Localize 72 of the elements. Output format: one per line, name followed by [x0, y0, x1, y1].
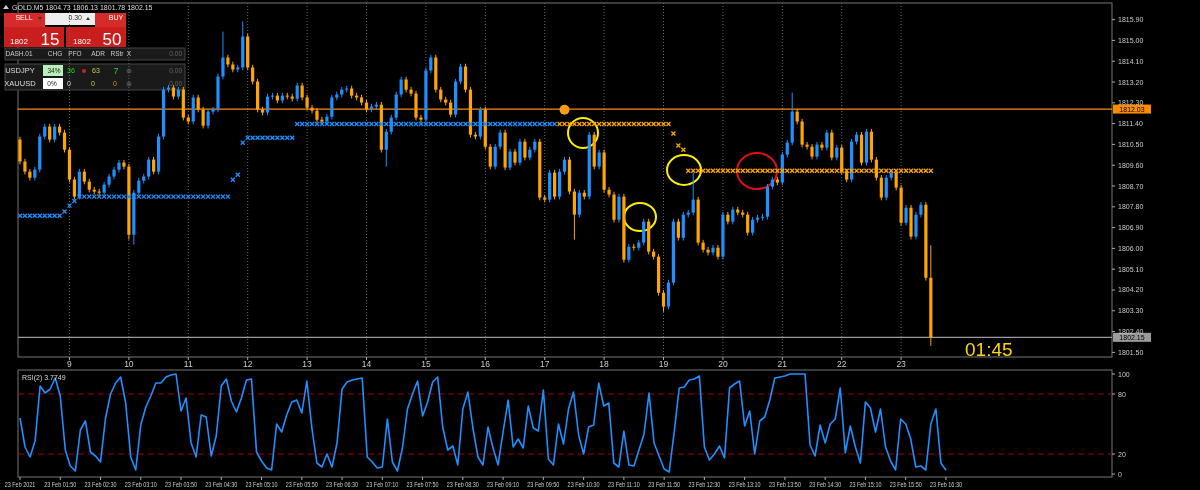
annotation: 1802 — [10, 37, 29, 46]
annotation: 01:45 — [965, 339, 1013, 360]
annotation: 7 — [113, 66, 119, 76]
candlestick — [914, 211, 918, 240]
annotation: 1802 — [73, 37, 92, 46]
x-tick-label: 13 — [302, 359, 313, 369]
candlestick — [642, 218, 646, 246]
candlestick — [265, 93, 270, 116]
candlestick — [800, 118, 804, 148]
candlestick — [681, 211, 685, 242]
x-tick-label: 15 — [421, 359, 431, 369]
x-tick-label: 19 — [658, 359, 669, 369]
candlestick — [577, 189, 581, 218]
x-tick-label: 23 — [896, 359, 907, 369]
candlestick — [597, 149, 601, 170]
x-tick-label: 22 — [836, 359, 847, 369]
x-tick-label: 20 — [718, 359, 728, 369]
candlestick — [751, 216, 755, 236]
candlestick — [711, 244, 715, 256]
x-tick-label: 10 — [124, 359, 134, 369]
candlestick — [211, 106, 215, 115]
candlestick — [607, 186, 611, 198]
candlestick — [706, 246, 710, 256]
candlestick — [676, 218, 680, 242]
candlestick — [523, 138, 527, 161]
annotation: 15 — [40, 30, 60, 49]
candlestick — [409, 86, 413, 97]
candlestick — [295, 82, 299, 102]
candlestick — [122, 159, 126, 170]
candlestick — [310, 104, 314, 114]
candlestick — [661, 289, 666, 313]
candlestick — [627, 243, 631, 263]
x-tick-label: 12 — [242, 359, 253, 369]
candlestick — [330, 94, 334, 120]
candlestick — [399, 76, 403, 98]
candlestick — [879, 174, 883, 201]
x-tick-label: 11 — [183, 359, 193, 369]
candlestick — [488, 143, 492, 170]
x-tick-label: 21 — [777, 359, 788, 369]
candlestick — [904, 204, 908, 227]
candlestick — [508, 148, 512, 171]
candlestick — [384, 128, 388, 168]
candlestick — [498, 129, 502, 150]
annotation: 50 — [102, 30, 122, 49]
candlestick — [617, 193, 621, 224]
x-tick-label: 16 — [480, 359, 491, 369]
x-tick-label: 17 — [539, 359, 550, 369]
candlestick — [493, 143, 497, 170]
candlestick — [394, 91, 398, 121]
candlestick — [701, 239, 705, 254]
candlestick — [805, 141, 809, 150]
candlestick — [463, 63, 468, 93]
candlestick — [221, 31, 225, 80]
candlestick — [518, 138, 522, 166]
candlestick — [251, 64, 255, 85]
x-tick-label: 9 — [67, 359, 73, 369]
candlestick — [62, 129, 67, 153]
candlestick — [147, 156, 151, 180]
candlestick — [572, 188, 577, 241]
candlestick — [48, 123, 52, 143]
candlestick — [53, 123, 57, 143]
candlestick — [825, 129, 829, 151]
candlestick — [206, 108, 210, 129]
line-series — [19, 373, 947, 473]
candlestick — [884, 174, 888, 201]
candlestick — [201, 106, 205, 129]
candlestick — [820, 141, 824, 151]
x-tick-label: 18 — [599, 359, 610, 369]
candlestick — [746, 211, 750, 236]
x-tick-label: 14 — [361, 359, 372, 369]
candlestick — [18, 136, 22, 165]
candlestick — [458, 63, 463, 85]
